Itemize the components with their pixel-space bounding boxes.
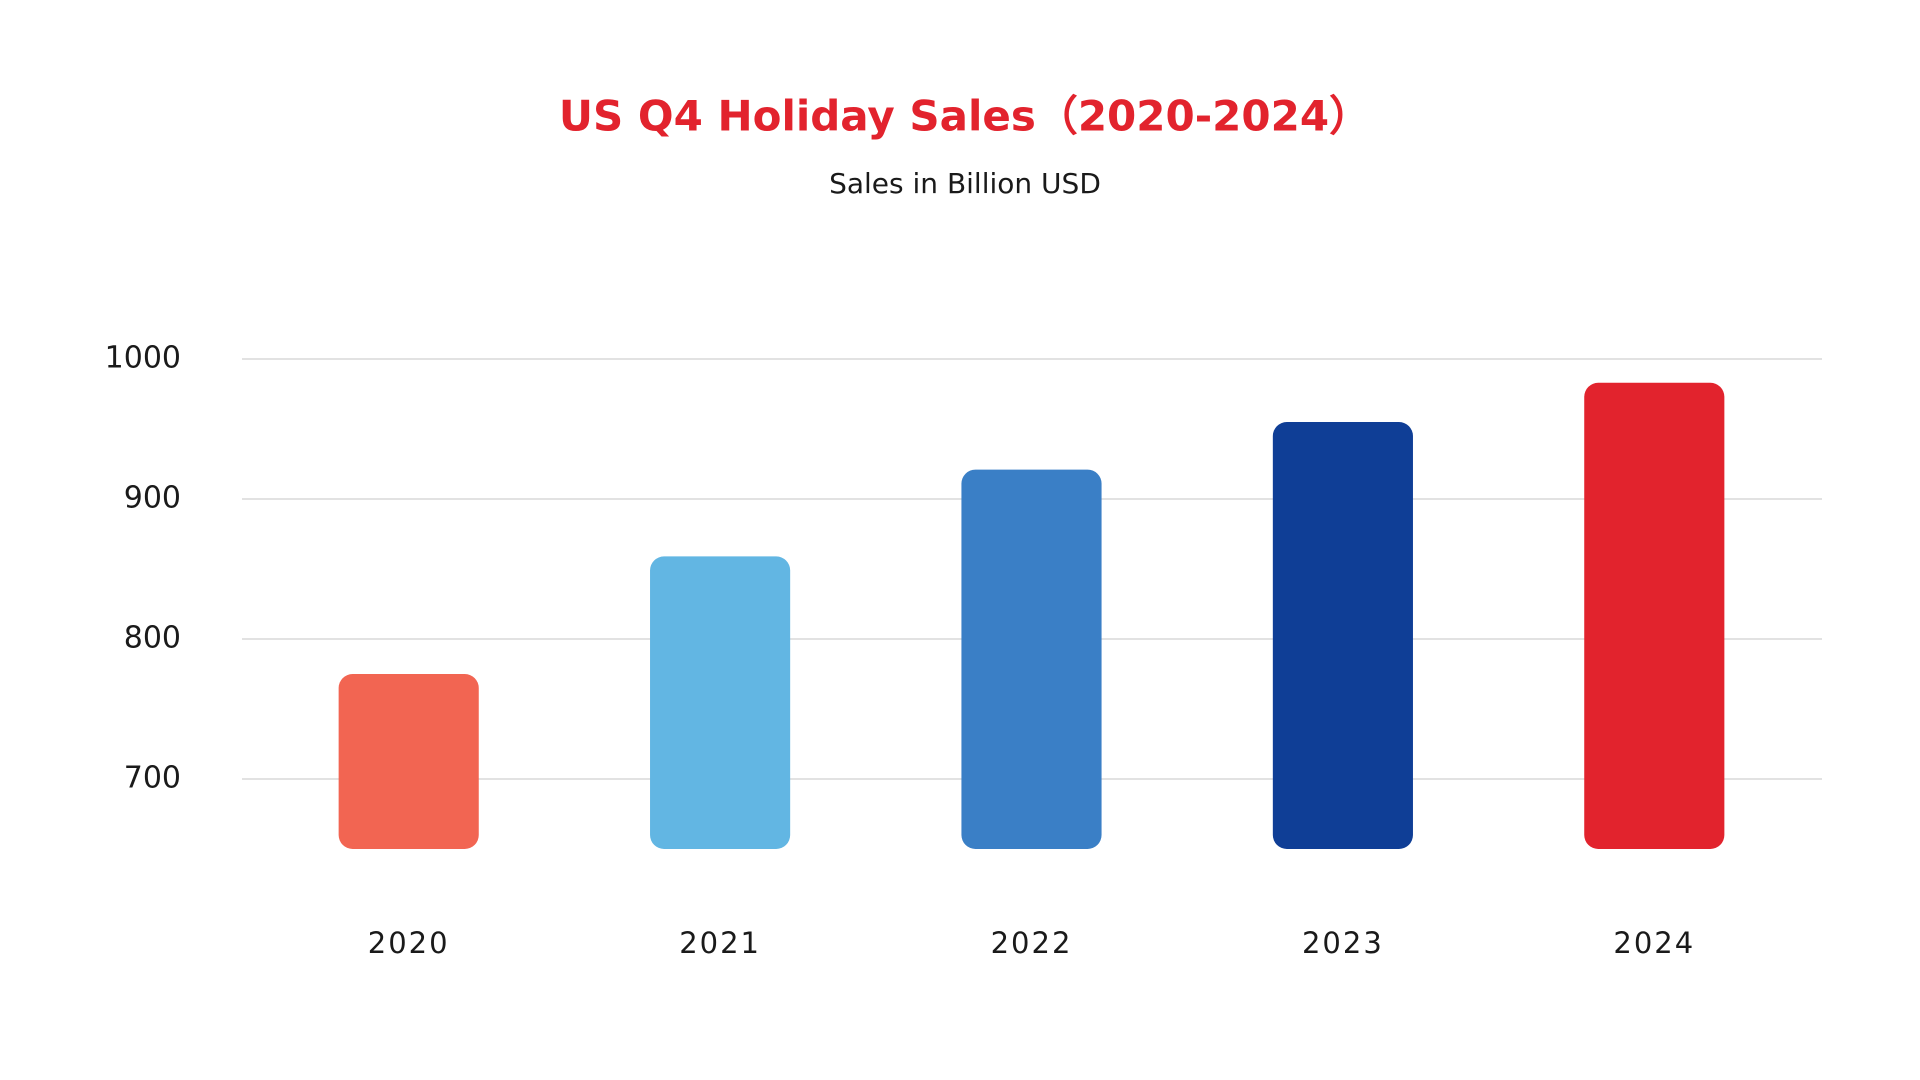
chart-title: US Q4 Holiday Sales（2020-2024） [559,92,1371,141]
y-tick-label: 700 [124,761,181,796]
x-tick-label: 2024 [1613,926,1695,960]
y-tick-label: 900 [124,481,181,516]
x-tick-label: 2022 [991,926,1073,960]
bar [961,469,1102,849]
x-tick-label: 2021 [679,926,761,960]
bar [650,556,791,849]
x-tick-label: 2020 [368,926,450,960]
x-tick-label: 2023 [1302,926,1384,960]
chart-subtitle: Sales in Billion USD [829,167,1101,200]
bar [1584,382,1725,849]
bar [1272,422,1413,849]
y-tick-label: 800 [124,621,181,656]
bar [338,674,479,849]
y-tick-label: 1000 [105,341,181,376]
